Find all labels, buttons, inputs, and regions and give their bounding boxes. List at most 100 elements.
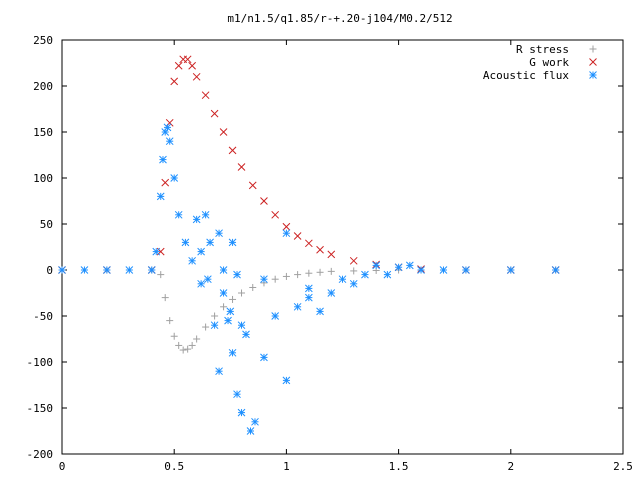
axes: 0 0.5 1 1.5 2 2.5 250 200 150 100 50 0 -50 -100 -150 -2…: [27, 34, 633, 473]
data-point: [188, 61, 197, 70]
data-point: [226, 307, 235, 316]
series-acoustic-flux: [58, 123, 560, 435]
series-r-stress: [58, 266, 560, 354]
y-tick-label: 200: [33, 80, 53, 93]
data-point: [372, 261, 381, 270]
data-point: [125, 266, 134, 274]
data-point: [161, 178, 170, 187]
data-point: [215, 229, 223, 238]
y-tick-label: 0: [46, 264, 53, 277]
data-point: [327, 250, 336, 259]
data-point: [316, 307, 324, 316]
data-point: [233, 270, 241, 279]
data-point: [188, 341, 196, 349]
data-point: [304, 293, 313, 302]
data-point: [170, 174, 179, 182]
data-point: [161, 294, 169, 302]
x-tick-label: 1.5: [389, 460, 409, 473]
data-point: [210, 109, 219, 118]
data-point: [316, 268, 324, 276]
y-tick-label: -200: [27, 448, 54, 461]
y-tick-label: -150: [27, 402, 54, 415]
data-point: [506, 266, 515, 274]
data-point: [156, 192, 165, 201]
data-point: [246, 427, 255, 435]
data-point: [192, 215, 201, 224]
data-point: [260, 197, 268, 205]
x-tick-label: 1: [283, 460, 290, 473]
data-point: [271, 312, 280, 320]
data-point: [405, 261, 414, 270]
data-point: [271, 275, 279, 283]
data-point: [103, 266, 111, 274]
data-point: [327, 289, 336, 297]
data-point: [237, 163, 246, 171]
data-point: [229, 295, 237, 303]
data-point: [294, 271, 302, 279]
data-point: [237, 408, 246, 417]
data-point: [260, 275, 268, 284]
data-point: [163, 123, 172, 132]
legend-label: Acoustic flux: [483, 69, 569, 82]
data-point: [58, 266, 66, 274]
data-point: [282, 376, 291, 385]
data-point: [181, 238, 190, 247]
data-point: [282, 222, 291, 231]
data-point: [204, 275, 212, 284]
y-tick-label: -50: [33, 310, 53, 323]
data-point: [192, 72, 201, 81]
data-point: [174, 61, 183, 70]
data-point: [165, 137, 174, 146]
legend-label: R stress: [516, 43, 569, 56]
data-point: [228, 146, 237, 155]
data-point: [174, 210, 183, 219]
x-tick-label: 2: [507, 460, 514, 473]
data-point: [282, 229, 291, 238]
data-point: [462, 266, 470, 274]
data-point: [349, 279, 358, 288]
series-g-work: [58, 55, 560, 274]
y-tick-label: 50: [40, 218, 53, 231]
y-tick-label: 150: [33, 126, 53, 139]
data-point: [417, 266, 425, 274]
data-point: [305, 269, 313, 277]
data-point: [159, 155, 167, 164]
data-point: [350, 267, 358, 275]
data-point: [249, 283, 257, 291]
data-point: [349, 256, 358, 265]
data-point: [327, 267, 335, 275]
plot-frame: [61, 39, 624, 455]
data-point: [219, 128, 228, 136]
data-point: [206, 238, 214, 247]
data-point: [201, 91, 210, 100]
data-point: [197, 279, 205, 288]
data-point: [271, 210, 280, 219]
data-point: [193, 335, 201, 343]
x-tick-label: 2.5: [613, 460, 633, 473]
data-point: [394, 263, 403, 272]
data-point: [282, 272, 290, 280]
data-point: [248, 181, 257, 190]
data-point: [184, 345, 192, 353]
x-tick-label: 0: [59, 460, 66, 473]
data-point: [197, 247, 205, 256]
data-point: [215, 367, 223, 376]
data-point: [170, 332, 178, 340]
legend-marker: [589, 71, 597, 79]
data-point: [361, 270, 369, 279]
data-point: [251, 417, 259, 426]
y-tick-label: 250: [33, 34, 53, 47]
data-point: [551, 266, 560, 274]
data-point: [210, 321, 219, 330]
data-point: [260, 353, 268, 362]
data-point: [293, 232, 302, 240]
data-point: [183, 55, 192, 64]
data-point: [201, 210, 210, 219]
data-point: [383, 270, 392, 279]
data-point: [219, 289, 228, 297]
data-point: [220, 303, 228, 311]
data-point: [316, 245, 324, 254]
legend-marker: [589, 58, 597, 66]
y-tick-label: 100: [33, 172, 53, 185]
